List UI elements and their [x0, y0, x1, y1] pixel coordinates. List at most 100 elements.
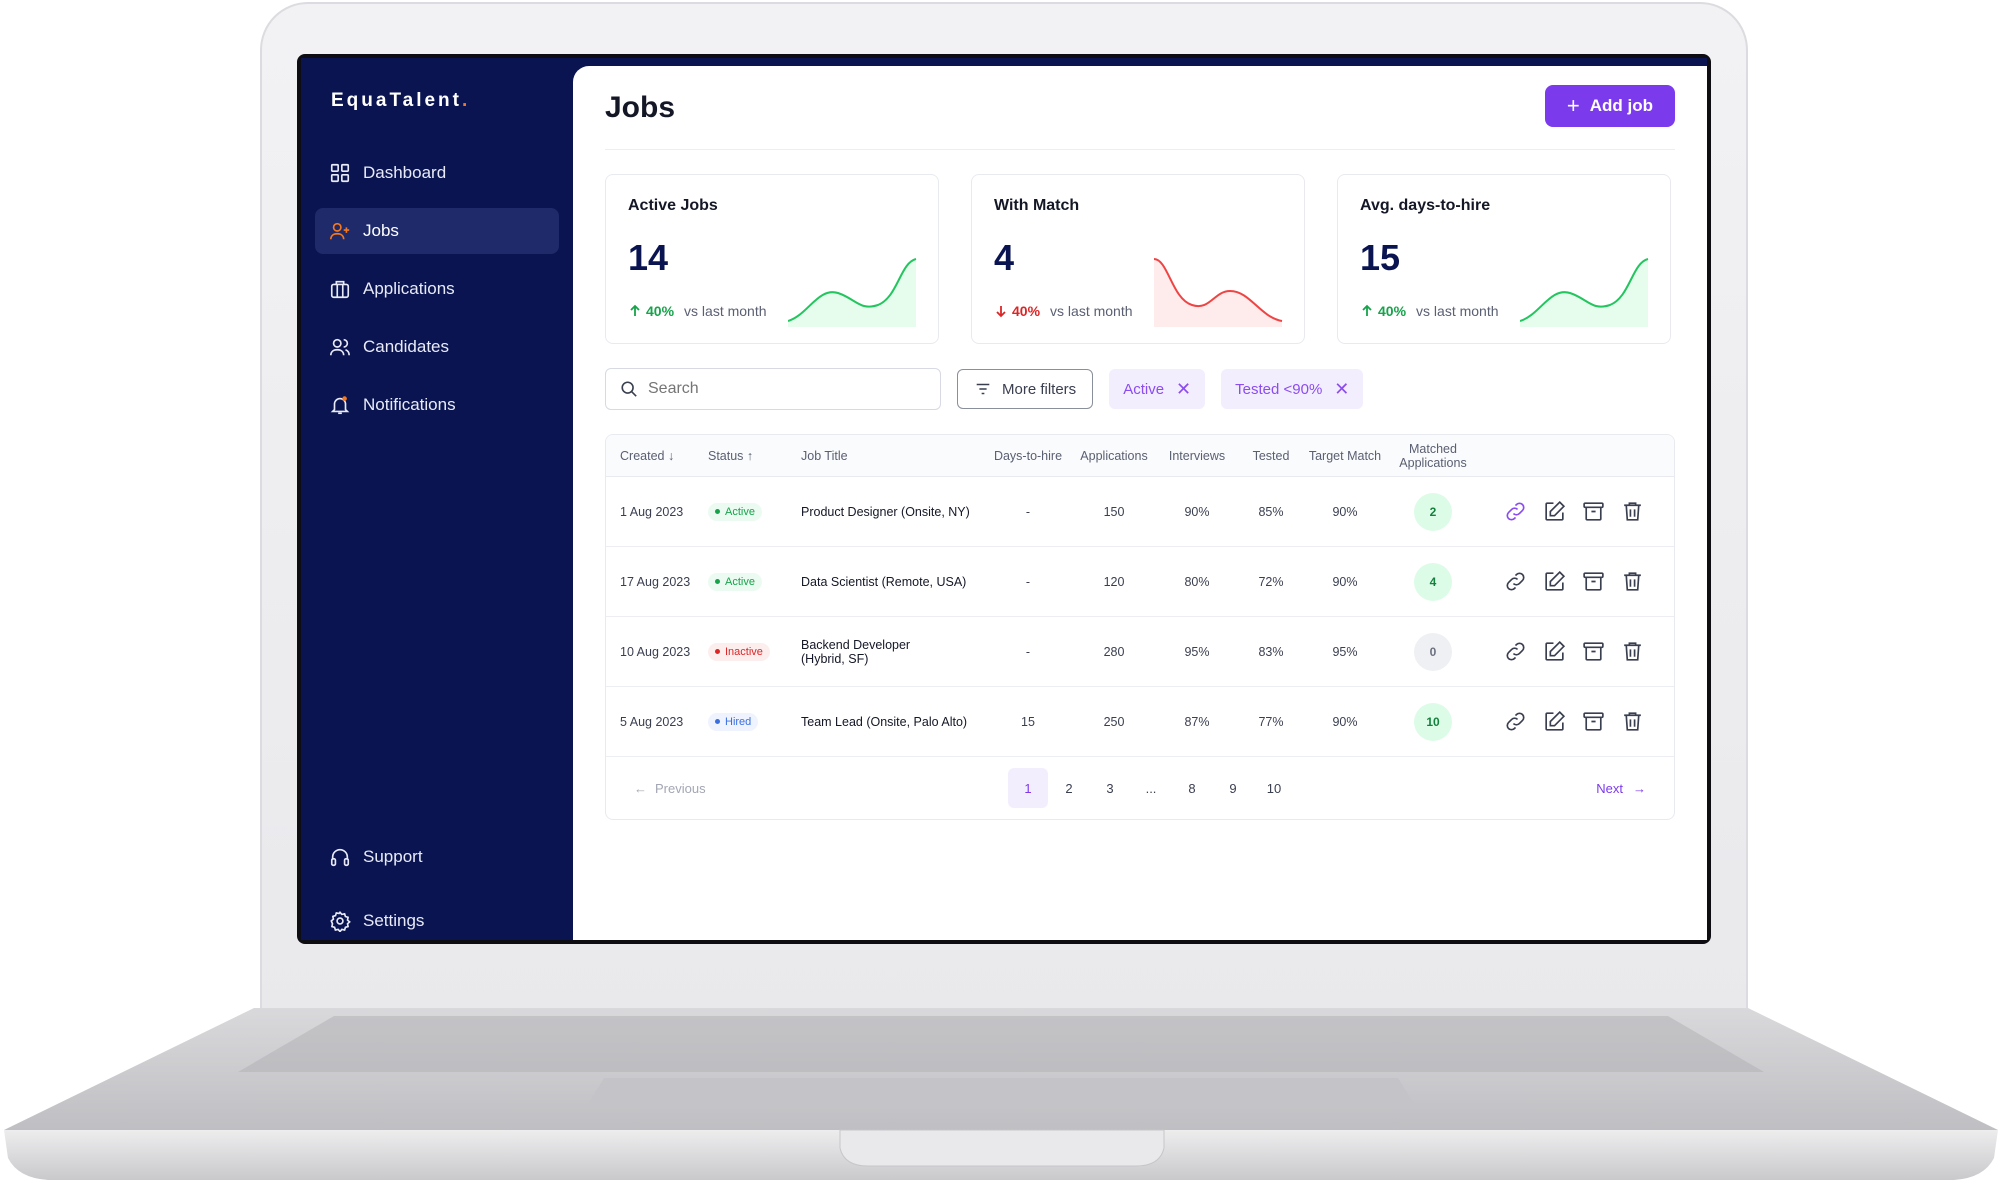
- row-actions: [1481, 569, 1674, 594]
- sidebar-item-label: Dashboard: [363, 163, 447, 182]
- status-dot: [715, 509, 720, 514]
- arrow-up-icon: ↑: [746, 448, 754, 463]
- stat-value: 15: [1360, 237, 1401, 278]
- matched-count[interactable]: 0: [1414, 632, 1452, 671]
- table-row[interactable]: 5 Aug 2023 Hired Team Lead (Onsite, Palo…: [606, 687, 1674, 757]
- cell-target-match: 90%: [1332, 504, 1358, 519]
- header-created[interactable]: Created ↓: [606, 449, 708, 463]
- archive-icon[interactable]: [1581, 709, 1606, 734]
- cell-created: 5 Aug 2023: [620, 714, 684, 729]
- cell-tested: 85%: [1258, 504, 1284, 519]
- arrow-down-icon: [996, 306, 1006, 318]
- cell-status: Hired: [708, 712, 801, 731]
- stat-card-active-jobs: Active Jobs 14 40% vs last month: [605, 174, 939, 344]
- stat-card-avg-days: Avg. days-to-hire 15 40% vs last month: [1337, 174, 1671, 344]
- cell-target-match: 90%: [1332, 714, 1358, 729]
- sparkline-up: [788, 258, 917, 327]
- trash-icon[interactable]: [1620, 499, 1645, 524]
- matched-count[interactable]: 2: [1414, 492, 1452, 531]
- sidebar-item-label: Candidates: [363, 337, 450, 356]
- stat-value: 14: [628, 237, 669, 278]
- page-8[interactable]: 8: [1188, 780, 1196, 796]
- table-row[interactable]: 17 Aug 2023 Active Data Scientist (Remot…: [606, 547, 1674, 617]
- pagination: ← Previous 1 2 3 ... 8 9 10 Next →: [606, 757, 1674, 819]
- page-1[interactable]: 1: [1008, 768, 1048, 808]
- row-actions: [1481, 639, 1674, 664]
- filter-lines-icon: [976, 383, 990, 395]
- cell-job-title: Team Lead (Onsite, Palo Alto): [801, 714, 968, 729]
- sidebar-item-applications[interactable]: Applications: [315, 266, 559, 312]
- edit-icon[interactable]: [1542, 569, 1567, 594]
- row-actions: [1481, 499, 1674, 524]
- sidebar-item-dashboard[interactable]: Dashboard: [315, 150, 559, 196]
- status-label: Hired: [725, 715, 752, 728]
- add-job-button[interactable]: + Add job: [1544, 84, 1675, 127]
- status-dot: [715, 719, 720, 724]
- search-icon: [621, 381, 637, 397]
- filter-chip-tested[interactable]: Tested <90% ✕: [1221, 369, 1364, 409]
- archive-icon[interactable]: [1581, 569, 1606, 594]
- cell-created: 17 Aug 2023: [620, 574, 691, 589]
- stat-trend: 40% vs last month: [1360, 303, 1499, 319]
- page-10[interactable]: 10: [1266, 780, 1282, 796]
- header-interviews: Interviews: [1168, 448, 1226, 463]
- table-row[interactable]: 10 Aug 2023 Inactive Backend Developer (H…: [606, 617, 1674, 687]
- more-filters-button[interactable]: More filters: [957, 369, 1094, 409]
- sidebar-item-candidates[interactable]: Candidates: [315, 324, 559, 370]
- row-actions: [1481, 709, 1674, 734]
- cell-days-to-hire: -: [1025, 574, 1031, 589]
- cell-applications: 280: [1103, 644, 1125, 659]
- header-target-match: Target Match: [1308, 448, 1382, 463]
- edit-icon[interactable]: [1542, 709, 1567, 734]
- trash-icon[interactable]: [1620, 639, 1645, 664]
- cell-applications: 250: [1103, 714, 1125, 729]
- header-status[interactable]: Status ↑: [708, 449, 801, 463]
- page-3[interactable]: 3: [1106, 780, 1114, 796]
- trash-icon[interactable]: [1620, 709, 1645, 734]
- edit-icon[interactable]: [1542, 499, 1567, 524]
- sidebar-item-settings[interactable]: Settings: [315, 898, 559, 940]
- edit-icon[interactable]: [1542, 639, 1567, 664]
- arrow-up-icon: [1362, 304, 1372, 316]
- stat-title: With Match: [994, 197, 1080, 214]
- matched-count[interactable]: 4: [1414, 562, 1452, 601]
- close-icon[interactable]: ✕: [1334, 378, 1350, 399]
- trash-icon[interactable]: [1620, 569, 1645, 594]
- stat-trend: 40% vs last month: [994, 303, 1133, 319]
- page-title: Jobs: [605, 90, 676, 124]
- archive-icon[interactable]: [1581, 499, 1606, 524]
- cell-interviews: 95%: [1184, 644, 1210, 659]
- sidebar-item-label: Applications: [363, 279, 455, 298]
- next-label: Next: [1596, 780, 1623, 796]
- bell-icon: [329, 394, 351, 416]
- status-badge: Hired: [708, 712, 759, 731]
- stat-trend-note: vs last month: [1050, 303, 1133, 319]
- link-icon[interactable]: [1503, 639, 1528, 664]
- page-2[interactable]: 2: [1065, 780, 1073, 796]
- table-row[interactable]: 1 Aug 2023 Active Product Designer (Onsi…: [606, 477, 1674, 547]
- cell-job-title: Product Designer (Onsite, NY): [801, 504, 970, 519]
- header-job-title: Job Title: [801, 448, 848, 463]
- matched-count[interactable]: 10: [1414, 702, 1452, 741]
- status-label: Active: [725, 575, 755, 588]
- filter-chip-active[interactable]: Active ✕: [1109, 369, 1206, 409]
- sidebar-item-notifications[interactable]: Notifications: [315, 382, 559, 428]
- sidebar-item-jobs[interactable]: Jobs: [315, 208, 559, 254]
- cell-target-match: 95%: [1332, 644, 1358, 659]
- link-icon[interactable]: [1503, 499, 1528, 524]
- arrow-left-icon: ←: [634, 780, 647, 796]
- page-9[interactable]: 9: [1229, 780, 1237, 796]
- stat-trend: 40% vs last month: [628, 303, 767, 319]
- previous-button[interactable]: ← Previous: [634, 781, 706, 796]
- status-badge: Inactive: [708, 642, 770, 661]
- close-icon[interactable]: ✕: [1176, 378, 1192, 399]
- status-badge: Active: [708, 572, 762, 591]
- link-icon[interactable]: [1503, 569, 1528, 594]
- filter-chip-label: Active: [1123, 380, 1165, 398]
- archive-icon[interactable]: [1581, 639, 1606, 664]
- search-input[interactable]: [648, 380, 918, 398]
- next-button[interactable]: Next →: [1596, 781, 1646, 796]
- sidebar-item-support[interactable]: Support: [315, 834, 559, 880]
- arrow-down-icon: ↓: [667, 448, 675, 463]
- link-icon[interactable]: [1503, 709, 1528, 734]
